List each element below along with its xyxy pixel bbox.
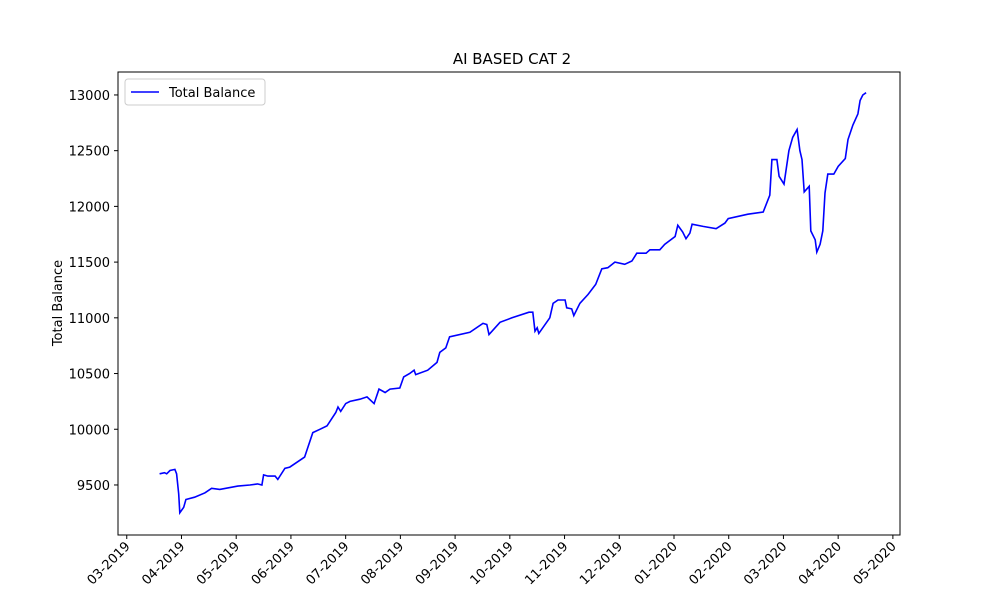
- x-tick-label: 01-2020: [632, 539, 681, 588]
- plot-area: [117, 71, 901, 536]
- x-tick-label: 12-2019: [577, 539, 626, 588]
- x-tick-label: 09-2019: [413, 539, 462, 588]
- x-tick-label: 04-2020: [796, 539, 845, 588]
- y-tick-label: 10000: [69, 423, 110, 438]
- x-tick-label: 05-2019: [194, 539, 243, 588]
- y-tick-label: 13000: [69, 89, 110, 104]
- x-tick-label: 10-2019: [468, 539, 517, 588]
- x-tick-label: 03-2019: [85, 539, 134, 588]
- line-series: [159, 92, 867, 516]
- x-tick-label: 04-2019: [139, 539, 188, 588]
- y-tick-label: 11000: [69, 312, 110, 327]
- chart-title: AI BASED CAT 2: [453, 50, 571, 68]
- y-axis-label: Total Balance: [51, 260, 66, 347]
- legend-label: Total Balance: [168, 86, 255, 101]
- y-tick-label: 12000: [69, 200, 110, 215]
- x-tick-label: 03-2020: [741, 539, 790, 588]
- x-tick-label: 02-2020: [687, 539, 736, 588]
- legend-box: [124, 78, 266, 106]
- y-tick-label: 10500: [69, 368, 110, 383]
- x-tick-label: 11-2019: [522, 539, 571, 588]
- x-tick-label: 07-2019: [303, 539, 352, 588]
- y-tick-label: 11500: [69, 256, 110, 271]
- x-tick-label: 08-2019: [358, 539, 407, 588]
- y-tick-label: 12500: [69, 145, 110, 160]
- x-tick-label: 05-2020: [851, 539, 900, 588]
- x-tick-label: 06-2019: [249, 539, 298, 588]
- y-tick-label: 9500: [77, 479, 110, 494]
